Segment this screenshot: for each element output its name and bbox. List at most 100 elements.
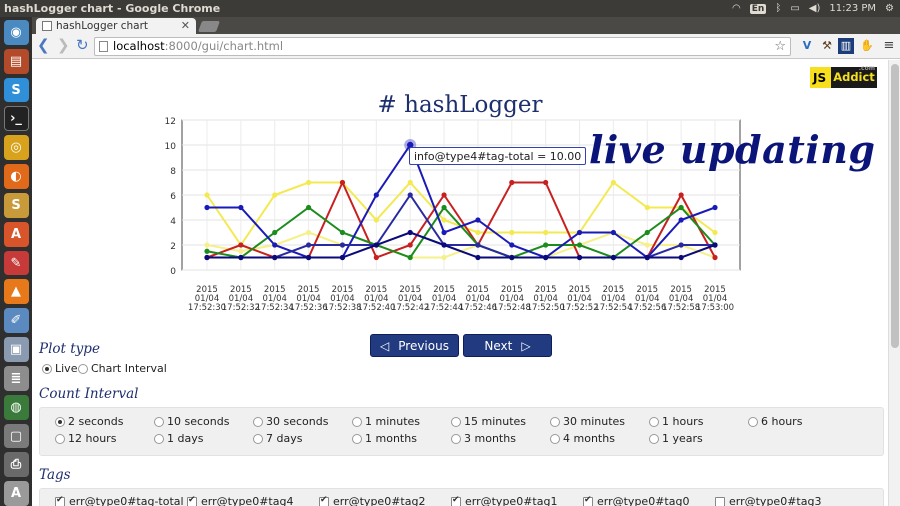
- jsaddict-logo[interactable]: JS Addict .com: [810, 65, 877, 88]
- globe-icon[interactable]: ◍: [3, 394, 29, 420]
- interval-option[interactable]: 1 years: [649, 432, 703, 445]
- skype-icon[interactable]: S: [3, 77, 29, 103]
- tag-checkbox[interactable]: [319, 495, 329, 506]
- interval-option[interactable]: 30 minutes: [550, 415, 625, 428]
- files-icon[interactable]: ▤: [3, 48, 29, 74]
- wifi-icon[interactable]: ◠: [732, 3, 741, 14]
- reload-icon[interactable]: ↻: [76, 36, 89, 54]
- tag-checkbox[interactable]: [187, 495, 197, 506]
- interval-option[interactable]: 10 seconds: [154, 415, 229, 428]
- tag-option[interactable]: err@type0#tag1: [451, 495, 557, 506]
- interval-radio[interactable]: [352, 433, 362, 444]
- interval-radio[interactable]: [55, 416, 65, 427]
- interval-radio[interactable]: [451, 416, 461, 427]
- tag-checkbox[interactable]: [451, 495, 461, 506]
- extension-hand-icon[interactable]: ✋: [860, 39, 874, 52]
- interval-option[interactable]: 15 minutes: [451, 415, 526, 428]
- tag-option[interactable]: err@type0#tag0: [583, 495, 689, 506]
- firefox-icon[interactable]: ◐: [3, 164, 29, 189]
- settings-gear-icon[interactable]: ⚙: [885, 3, 894, 14]
- interval-radio[interactable]: [253, 416, 263, 427]
- address-bar[interactable]: localhost:8000/gui/chart.html ☆: [94, 37, 791, 56]
- interval-radio[interactable]: [451, 433, 461, 444]
- interval-radio[interactable]: [748, 416, 758, 427]
- interval-radio[interactable]: [550, 416, 560, 427]
- color-picker-icon[interactable]: ✐: [3, 308, 29, 334]
- tag-option[interactable]: err@type0#tag3: [715, 495, 821, 506]
- bluetooth-icon[interactable]: ᛒ: [775, 3, 782, 14]
- extension-chart-icon[interactable]: ▥: [838, 38, 854, 54]
- interval-option[interactable]: 3 months: [451, 432, 516, 445]
- tab-hashlogger-chart[interactable]: hashLogger chart ✕: [36, 18, 196, 34]
- system-tool-icon[interactable]: ✎: [3, 250, 29, 276]
- camera-icon[interactable]: ▢: [3, 423, 29, 449]
- forward-arrow-icon[interactable]: ❯: [57, 36, 70, 54]
- interval-radio[interactable]: [154, 416, 164, 427]
- tag-checkbox[interactable]: [55, 495, 65, 506]
- interval-option[interactable]: 4 months: [550, 432, 615, 445]
- keyboard-layout-indicator[interactable]: En: [749, 3, 767, 14]
- terminal-icon[interactable]: ›_: [3, 106, 29, 132]
- interval-option[interactable]: 1 minutes: [352, 415, 420, 428]
- data-point: [339, 242, 346, 248]
- interval-option[interactable]: 6 hours: [748, 415, 802, 428]
- plot-type-live[interactable]: Live: [42, 362, 77, 375]
- sublime-text-icon[interactable]: S: [3, 192, 29, 218]
- close-tab-icon[interactable]: ✕: [180, 19, 190, 32]
- radio-live[interactable]: [42, 363, 52, 374]
- data-point: [272, 254, 278, 261]
- previous-button[interactable]: ◁ Previous: [370, 334, 459, 357]
- interval-option[interactable]: 30 seconds: [253, 415, 328, 428]
- clock[interactable]: 11:23 PM: [829, 3, 877, 14]
- interval-radio[interactable]: [253, 433, 263, 444]
- tag-checkbox[interactable]: [715, 496, 725, 506]
- extension-v-icon[interactable]: V: [802, 39, 812, 52]
- data-point: [373, 254, 379, 261]
- interval-option[interactable]: 1 days: [154, 432, 203, 445]
- interval-option[interactable]: 12 hours: [55, 432, 116, 445]
- interval-radio[interactable]: [649, 416, 659, 427]
- interval-radio[interactable]: [352, 416, 362, 427]
- software-center-icon[interactable]: A: [3, 221, 29, 247]
- chrome-menu-icon[interactable]: ≡: [883, 38, 895, 53]
- battery-icon[interactable]: ▭: [790, 3, 800, 14]
- data-point: [204, 248, 210, 254]
- radio-chart-interval[interactable]: [78, 363, 88, 374]
- interval-option[interactable]: 1 hours: [649, 415, 703, 428]
- interval-radio[interactable]: [154, 433, 164, 444]
- interval-option[interactable]: 7 days: [253, 432, 302, 445]
- vlc-icon[interactable]: ▲: [3, 279, 29, 305]
- data-point: [407, 229, 413, 236]
- next-button[interactable]: Next ▷: [463, 334, 552, 357]
- interval-radio[interactable]: [649, 433, 659, 444]
- back-arrow-icon[interactable]: ❮: [37, 36, 50, 54]
- interval-option[interactable]: 2 seconds: [55, 415, 123, 428]
- volume-icon[interactable]: ◀): [808, 3, 821, 14]
- interval-option[interactable]: 1 months: [352, 432, 417, 445]
- scrollbar-thumb[interactable]: [891, 64, 899, 348]
- data-point: [272, 192, 278, 198]
- database-icon[interactable]: ≣: [3, 365, 29, 391]
- page-scrollbar[interactable]: [888, 60, 900, 506]
- chrome-icon[interactable]: ◎: [3, 135, 29, 161]
- data-point: [509, 179, 515, 186]
- new-tab-button[interactable]: [197, 21, 221, 32]
- interval-radio[interactable]: [55, 433, 65, 444]
- tag-option[interactable]: err@type0#tag2: [319, 495, 425, 506]
- tag-option[interactable]: err@type0#tag-total: [55, 495, 184, 506]
- software-updater-icon[interactable]: A: [3, 481, 29, 506]
- browser-window: hashLogger chart ✕ ❮ ❯ ↻ localhost:8000/…: [32, 17, 900, 506]
- bookmark-star-icon[interactable]: ☆: [774, 39, 786, 54]
- tag-option[interactable]: err@type0#tag4: [187, 495, 293, 506]
- interval-radio[interactable]: [550, 433, 560, 444]
- data-point: [238, 242, 244, 248]
- printer-icon[interactable]: ⎙: [3, 452, 29, 478]
- dash-home-icon[interactable]: ◉: [3, 20, 29, 45]
- data-point: [712, 242, 718, 248]
- extension-hammer-icon[interactable]: ⚒: [822, 39, 832, 52]
- data-point: [373, 217, 379, 223]
- system-monitor-icon[interactable]: ▣: [3, 337, 29, 362]
- tag-checkbox[interactable]: [583, 495, 593, 506]
- plot-type-chart-interval[interactable]: Chart Interval: [78, 362, 167, 375]
